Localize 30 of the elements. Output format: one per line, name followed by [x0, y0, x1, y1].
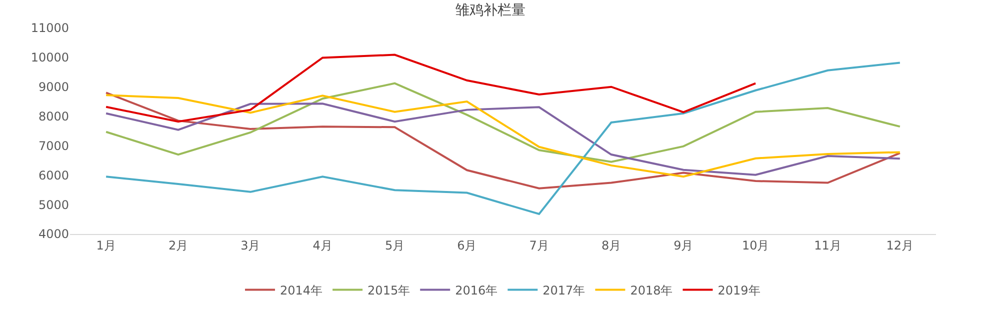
legend-label: 2015年	[368, 283, 410, 298]
y-tick-label: 4000	[38, 227, 69, 242]
x-tick-label: 7月	[529, 238, 549, 252]
y-tick-label: 11000	[30, 21, 69, 36]
x-tick-label: 1月	[96, 238, 116, 252]
x-tick-label: 8月	[601, 238, 622, 252]
line-series	[105, 54, 757, 123]
x-tick-label: 6月	[457, 238, 477, 252]
y-tick-label: 7000	[38, 138, 69, 153]
legend-label: 2018年	[630, 283, 673, 298]
x-tick-label: 2月	[168, 238, 188, 252]
y-tick-label: 9000	[38, 80, 69, 94]
y-tick-label: 5000	[38, 198, 69, 212]
y-tick-label: 8000	[38, 109, 69, 124]
y-tick-label: 6000	[38, 168, 69, 182]
line-series	[105, 82, 901, 163]
chart-title: 雏鸡补栏量	[456, 2, 526, 19]
x-tick-label: 3月	[240, 238, 260, 252]
x-tick-label: 11月	[814, 238, 842, 252]
legend-label: 2014年	[280, 283, 323, 298]
x-tick-label: 12月	[886, 238, 914, 252]
y-tick-label: 10000	[30, 50, 69, 65]
x-tick-label: 4月	[312, 238, 332, 252]
legend-label: 2017年	[542, 283, 586, 298]
line-series	[105, 62, 901, 215]
x-tick-label: 5月	[384, 238, 405, 252]
legend-label: 2019年	[718, 283, 760, 298]
x-tick-label: 10月	[742, 238, 770, 252]
legend-label: 2016年	[455, 283, 498, 298]
x-tick-label: 9月	[674, 238, 694, 252]
